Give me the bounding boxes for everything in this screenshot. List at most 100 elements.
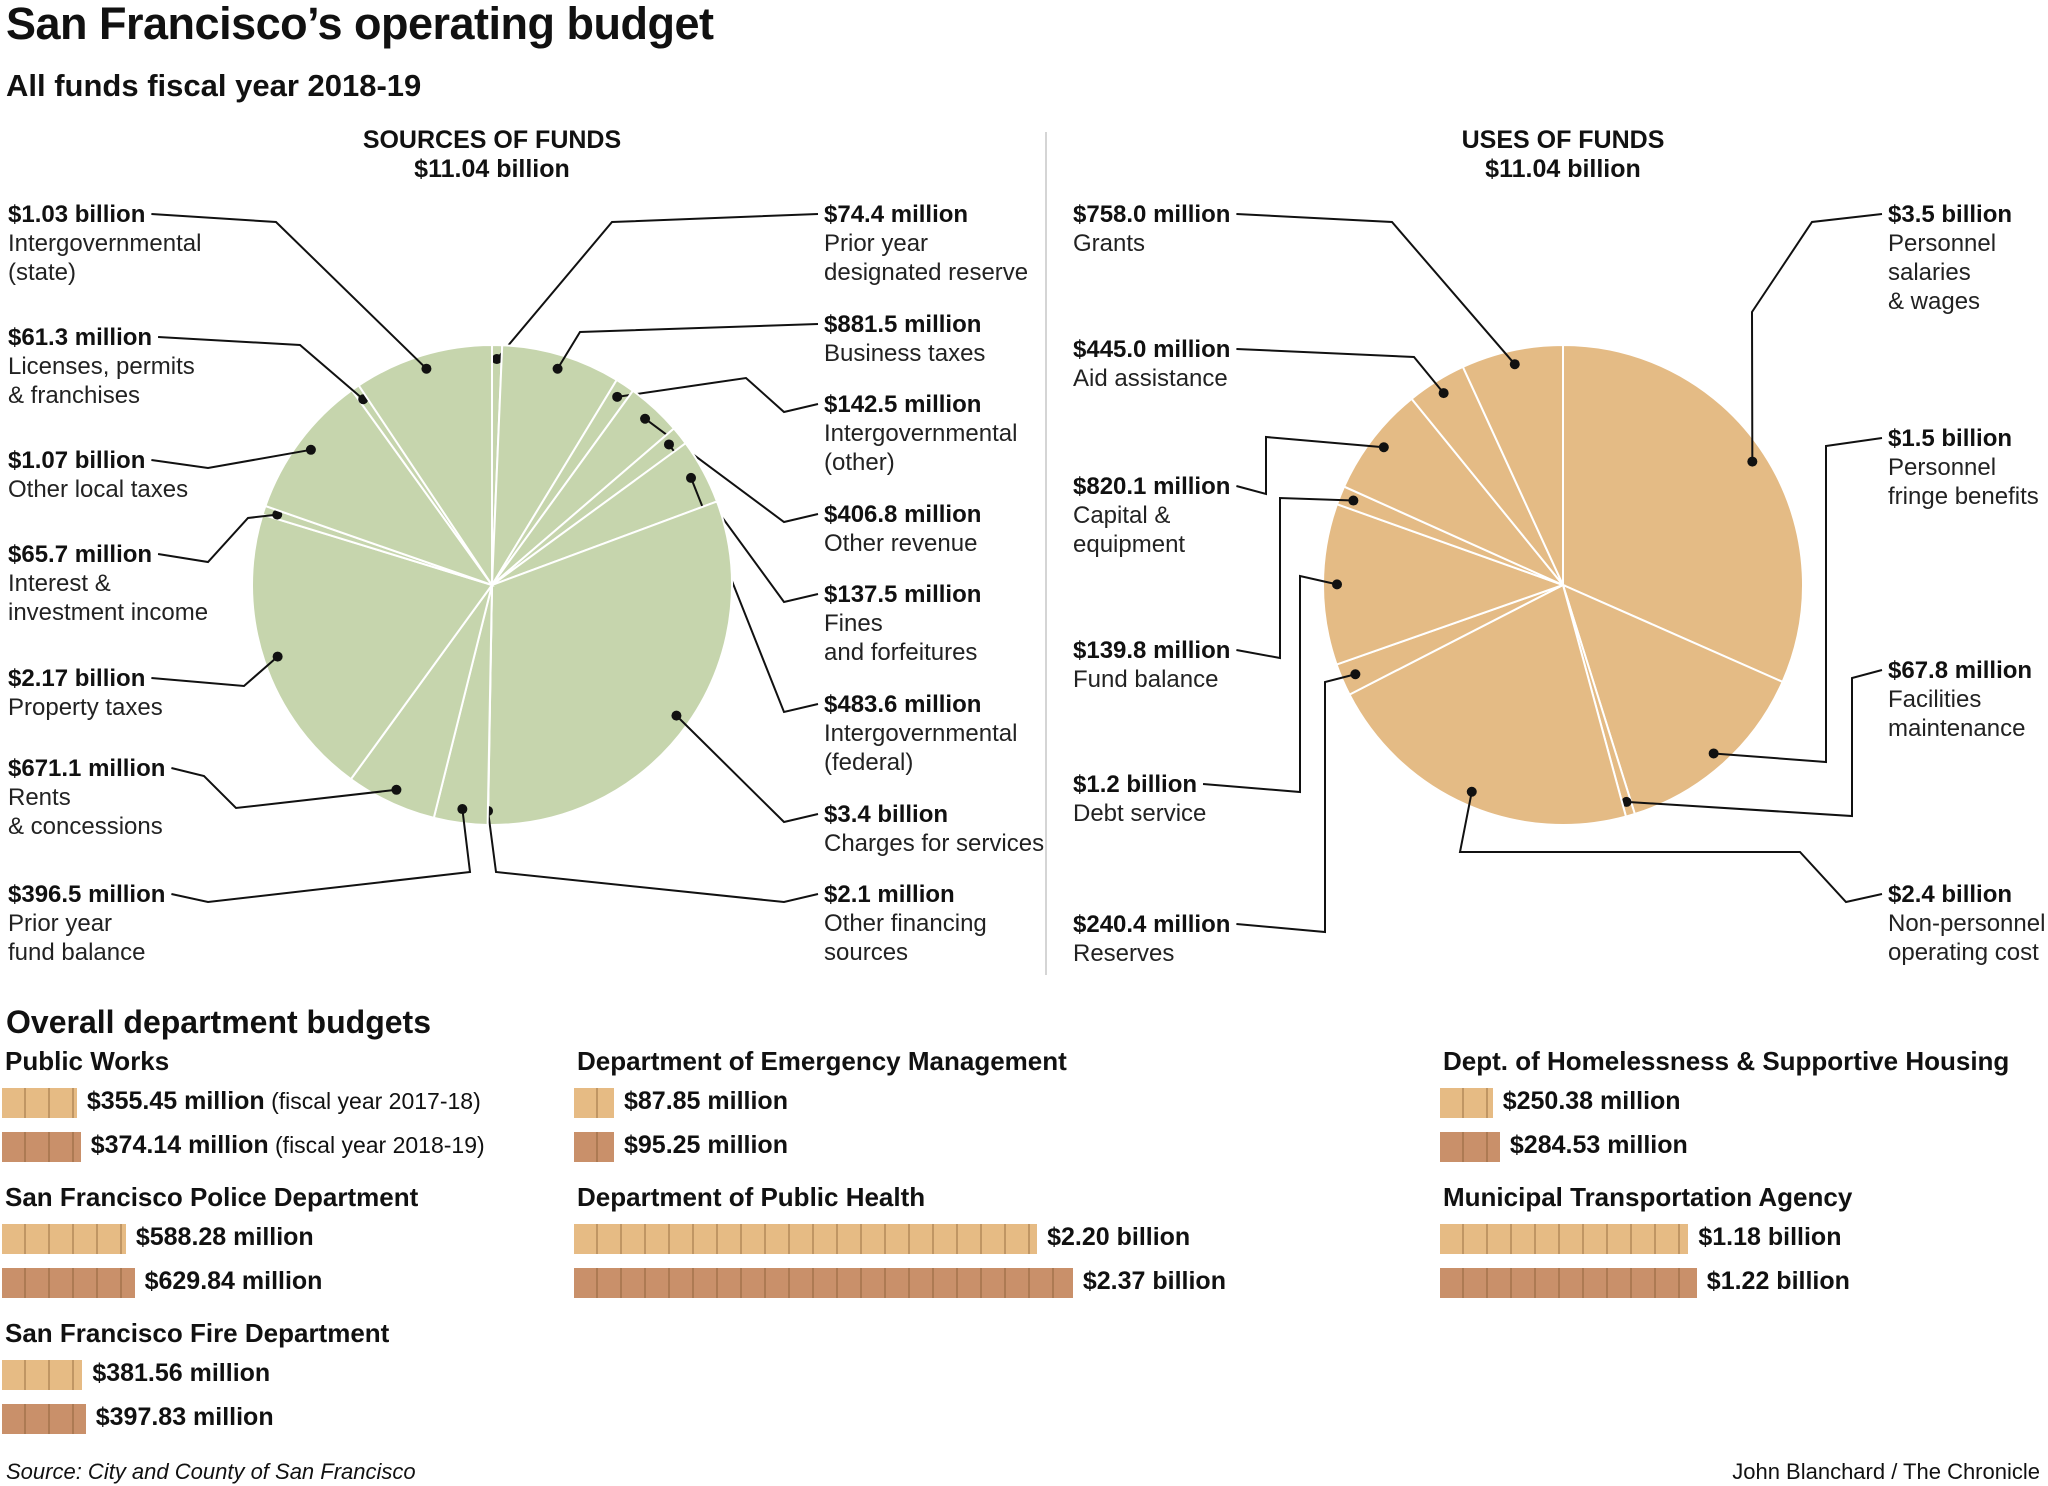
uses-pie-total: $11.04 billion [1485,155,1641,183]
uses-dot-facilities-maintenance [1621,796,1632,807]
sources-value-licenses-permits-franchises: $61.3 million [8,324,152,351]
sources-value-prior-year-designated-reserve: $74.4 million [824,201,968,228]
uses-dot-aid-assistance [1438,388,1449,399]
uses-slice-debt-service [1322,502,1566,666]
sources-slice-business-taxes [491,344,619,586]
dept-value-dept-of-homelessness-supportive-housing-2017-18: $250.38 million [1502,1087,1681,1115]
pie-divider [1045,132,1047,975]
uses-value-aid-assistance: $445.0 million [1073,336,1230,363]
sources-dot-intergovernmental-other [612,391,623,402]
sources-label-rents-concessions-1: & concessions [8,813,163,840]
sources-value-other-financing-sources: $2.1 million [824,881,955,908]
dept-value-public-works-2018-19: $374.14 million (fiscal year 2018-19) [90,1131,485,1159]
department-section-title: Overall department budgets [6,1004,431,1040]
uses-dot-fund-balance [1348,495,1359,506]
uses-label-capital-equipment-0: Capital & [1073,502,1170,529]
uses-label-personnel-fringe-benefits-0: Personnel [1888,454,1996,481]
sources-label-prior-year-fund-balance-1: fund balance [8,939,145,966]
uses-dot-personnel-salaries-wages [1747,456,1758,467]
dept-bar-dept-of-homelessness-supportive-housing-2017-18 [1440,1088,1493,1118]
uses-label-fund-balance-0: Fund balance [1073,666,1218,693]
sources-value-business-taxes: $881.5 million [824,311,981,338]
uses-value-personnel-fringe-benefits: $1.5 billion [1888,425,2012,452]
sources-label-intergovernmental-other-1: (other) [824,449,895,476]
uses-leader-grants [1236,213,1516,365]
dept-bar-department-of-public-health-2017-18 [574,1224,1038,1254]
dept-bar-public-works-2018-19 [2,1132,81,1162]
sources-label-prior-year-designated-reserve-1: designated reserve [824,259,1028,286]
dept-bar-san-francisco-fire-department-2018-19 [2,1404,86,1434]
sources-label-other-financing-sources-0: Other financing [824,910,987,937]
sources-value-property-taxes: $2.17 billion [8,665,145,692]
dept-name-public-works: Public Works [5,1046,170,1076]
credit-note: John Blanchard / The Chronicle [1732,1459,2040,1484]
uses-dot-personnel-fringe-benefits [1708,748,1719,759]
uses-value-reserves: $240.4 million [1073,911,1230,938]
dept-bar-department-of-emergency-management-2018-19 [574,1132,614,1162]
dept-name-department-of-emergency-management: Department of Emergency Management [577,1046,1067,1076]
sources-label-fines-and-forfeitures-0: Fines [824,610,883,637]
uses-leader-debt-service [1202,574,1338,794]
sources-leader-licenses-permits-franchises [158,336,364,401]
chart-title: San Francisco’s operating budget [6,0,714,49]
uses-leader-capital-equipment [1236,435,1384,496]
sources-label-intergovernmental-state-1: (state) [8,259,76,286]
sources-dot-business-taxes [552,363,563,374]
sources-label-charges-for-services-0: Charges for services [824,830,1044,857]
dept-value-municipal-transportation-agency-2018-19: $1.22 billion [1706,1267,1850,1295]
dept-bar-department-of-emergency-management-2017-18 [574,1088,614,1118]
uses-value-debt-service: $1.2 billion [1073,771,1197,798]
uses-label-facilities-maintenance-1: maintenance [1888,715,2025,742]
uses-label-debt-service-0: Debt service [1073,800,1206,827]
sources-label-fines-and-forfeitures-1: and forfeitures [824,639,977,666]
sources-leader-intergovernmental-state [151,213,428,370]
sources-pie-title: SOURCES OF FUNDS [363,126,621,154]
uses-value-facilities-maintenance: $67.8 million [1888,657,2032,684]
sources-leader-charges-for-services [675,714,819,824]
sources-leader-business-taxes [556,323,819,370]
sources-value-other-local-taxes: $1.07 billion [8,447,145,474]
sources-value-intergovernmental-other: $142.5 million [824,391,981,418]
sources-label-prior-year-designated-reserve-0: Prior year [824,230,928,257]
sources-slice-other-local-taxes [264,388,495,587]
chart-subtitle: All funds fiscal year 2018-19 [6,68,422,103]
dept-bar-department-of-public-health-2018-19 [574,1268,1073,1298]
dept-value-dept-of-homelessness-supportive-housing-2018-19: $284.53 million [1509,1131,1688,1159]
uses-value-fund-balance: $139.8 million [1073,637,1230,664]
uses-leader-personnel-fringe-benefits [1713,437,1883,764]
sources-dot-property-taxes [272,651,283,662]
dept-bar-dept-of-homelessness-supportive-housing-2018-19 [1440,1132,1500,1162]
dept-value-department-of-emergency-management-2017-18: $87.85 million [624,1087,788,1115]
sources-label-intergovernmental-federal-0: Intergovernmental [824,720,1017,747]
sources-slice-property-taxes [251,513,494,781]
pie-charts: SOURCES OF FUNDS $11.04 billion $74.4 mill… [8,126,2045,967]
dept-value-san-francisco-fire-department-2017-18: $381.56 million [92,1359,271,1387]
dept-value-department-of-public-health-2017-18: $2.20 billion [1047,1223,1191,1251]
sources-label-interest-investment-income-1: investment income [8,599,208,626]
sources-label-property-taxes-0: Property taxes [8,694,163,721]
dept-note-public-works-0: (fiscal year 2017-18) [264,1088,481,1114]
sources-leader-property-taxes [151,655,279,688]
dept-note-public-works-1: (fiscal year 2018-19) [268,1132,485,1158]
dept-bar-municipal-transportation-agency-2017-18 [1440,1224,1689,1254]
dept-name-department-of-public-health: Department of Public Health [577,1182,926,1212]
uses-label-aid-assistance-0: Aid assistance [1073,365,1228,392]
uses-dot-grants [1509,359,1520,370]
sources-label-other-revenue-0: Other revenue [824,530,977,557]
sources-dot-other-revenue [640,413,651,424]
uses-leader-reserves [1236,673,1356,934]
sources-dot-fines-and-forfeitures [663,439,674,450]
uses-pie-title: USES OF FUNDS [1462,126,1665,154]
dept-value-municipal-transportation-agency-2017-18: $1.18 billion [1698,1223,1842,1251]
sources-label-other-financing-sources-1: sources [824,939,908,966]
uses-leader-personnel-salaries-wages [1750,213,1883,462]
sources-leader-intergovernmental-other [617,376,819,414]
uses-label-facilities-maintenance-0: Facilities [1888,686,1981,713]
sources-value-fines-and-forfeitures: $137.5 million [824,581,981,608]
dept-value-department-of-emergency-management-2018-19: $95.25 million [624,1131,788,1159]
sources-label-intergovernmental-state-0: Intergovernmental [8,230,201,257]
sources-dot-intergovernmental-federal [686,472,697,483]
uses-label-personnel-salaries-wages-0: Personnel [1888,230,1996,257]
uses-label-non-personnel-operating-cost-0: Non-personnel [1888,910,2045,937]
sources-dot-rents-concessions [391,784,402,795]
